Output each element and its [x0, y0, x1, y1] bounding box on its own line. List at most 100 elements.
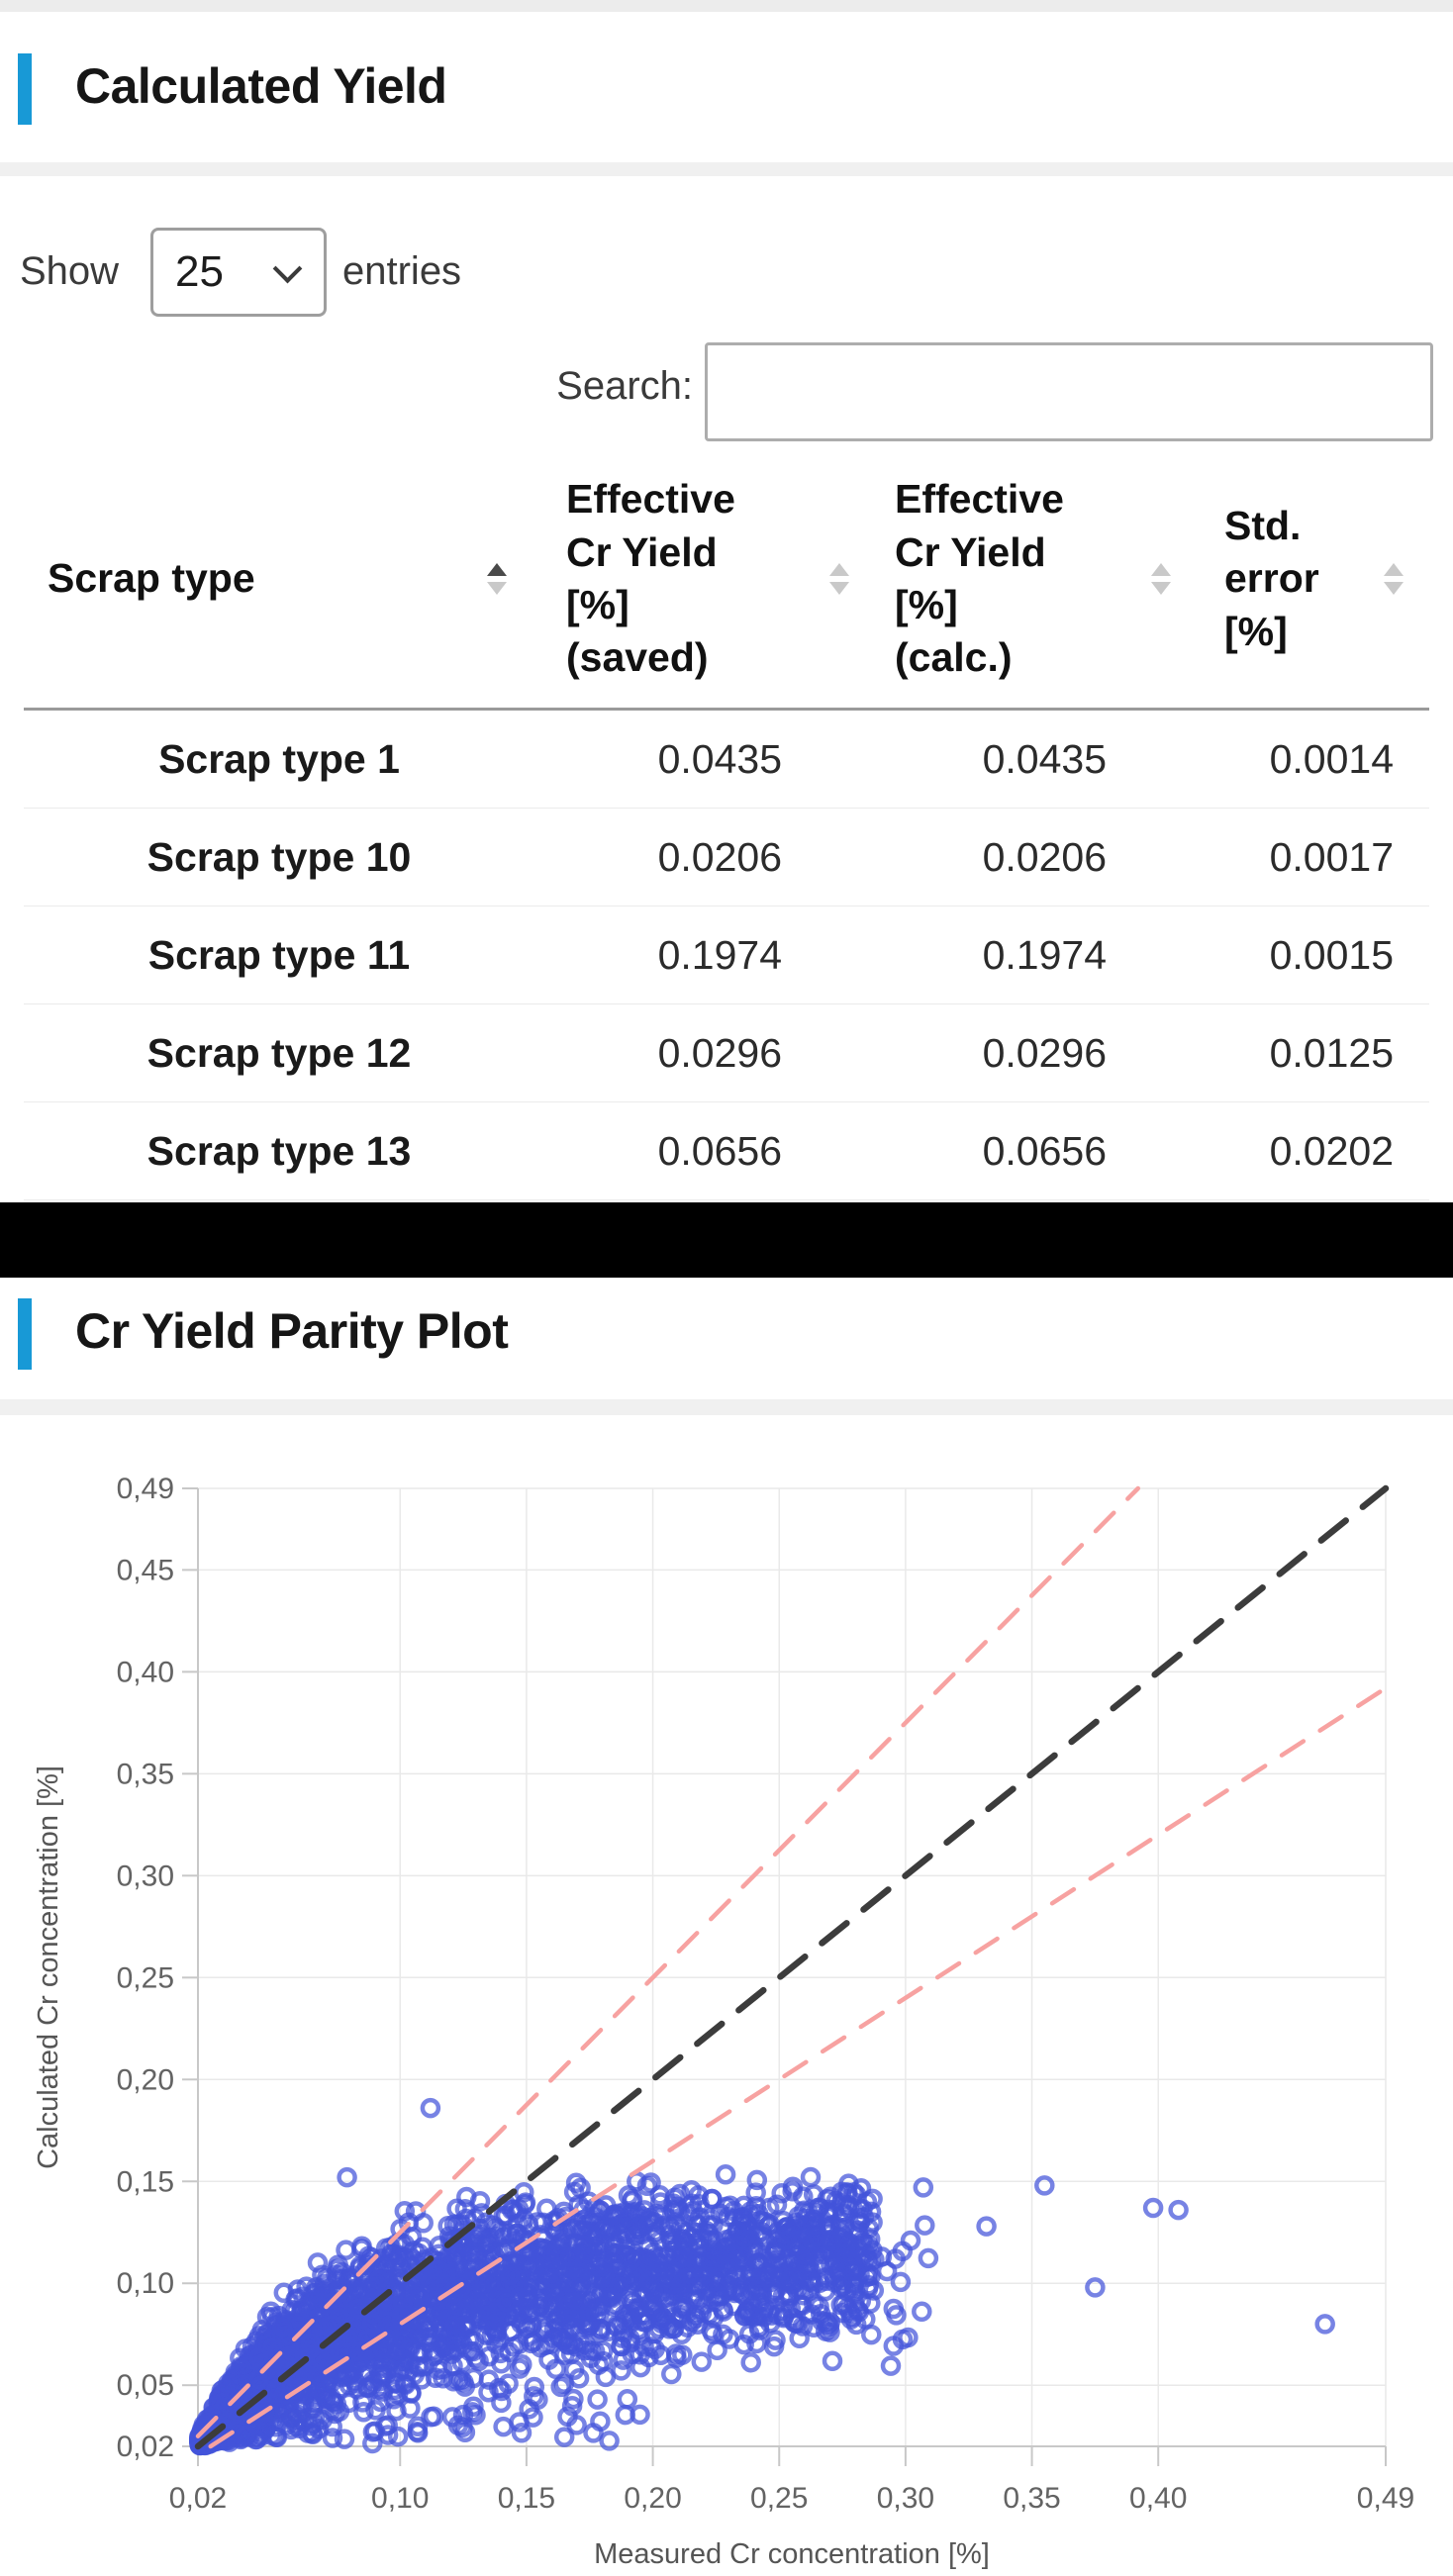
scatter-point — [745, 2182, 766, 2203]
search-input[interactable] — [705, 342, 1433, 441]
x-tick-label: 0,30 — [877, 2482, 934, 2515]
scatter-point — [685, 2308, 707, 2329]
scatter-point — [733, 2305, 755, 2327]
x-tick-label: 0,10 — [371, 2482, 429, 2515]
scatter-point — [763, 2336, 785, 2357]
y-tick-label: 0,40 — [117, 1656, 174, 1688]
scatter-point — [514, 2254, 535, 2275]
redaction-band — [0, 1202, 1453, 1278]
scatter-point — [748, 2204, 769, 2225]
y-tick-label: 0,05 — [117, 2369, 174, 2402]
scatter-point — [329, 2401, 350, 2422]
scatter-point — [883, 2298, 905, 2320]
scatter-point — [789, 2328, 810, 2349]
scatter-point — [788, 2206, 809, 2227]
scatter-point — [372, 2381, 394, 2402]
cell-yield-calc: 0.0206 — [982, 833, 1107, 880]
scatter-point — [795, 2253, 817, 2274]
scatter-point — [609, 2276, 630, 2297]
scatter-point — [535, 2322, 556, 2342]
scatter-point — [452, 2316, 474, 2337]
column-header-scrap-type[interactable]: Scrap type — [24, 552, 534, 605]
cell-yield-saved: 0.0435 — [657, 735, 782, 782]
parity-plot: 0,02 0,10 0,15 0,20 0,25 0,30 0,35 0,40 0,49 0,02… — [0, 1417, 1453, 2576]
scatter-point — [604, 2204, 626, 2226]
cell-std-error: 0.0014 — [1269, 735, 1394, 782]
y-tick-label: 0,20 — [117, 2063, 174, 2096]
scatter-point — [557, 2309, 579, 2331]
scatter-point — [1168, 2199, 1189, 2221]
scatter-point — [720, 2253, 741, 2274]
cell-yield-saved: 0.0296 — [657, 1029, 782, 1076]
scatter-point — [823, 2271, 845, 2293]
scatter-point — [521, 2333, 542, 2354]
cell-scrap-type: Scrap type 1 — [158, 735, 400, 782]
scatter-point — [565, 2336, 587, 2357]
scatter-point — [287, 2409, 308, 2431]
x-tick-label: 0,25 — [750, 2482, 808, 2515]
scatter-point — [639, 2252, 660, 2274]
scatter-point — [726, 2220, 747, 2242]
scatter-point — [466, 2227, 487, 2247]
scatter-point — [361, 2313, 383, 2334]
scatter-point — [308, 2366, 329, 2388]
scatter-point — [421, 2407, 441, 2428]
cell-scrap-type: Scrap type 10 — [146, 833, 412, 880]
scatter-point — [318, 2293, 339, 2314]
scatter-point — [481, 2256, 502, 2278]
cell-yield-calc: 0.0656 — [982, 1127, 1107, 1174]
scatter-point — [626, 2225, 646, 2245]
column-header-yield-calc[interactable]: Effective Cr Yield [%] (calc.) — [863, 473, 1185, 684]
scatter-point — [585, 2305, 607, 2327]
scatter-point — [450, 2369, 472, 2391]
scatter-point — [353, 2401, 374, 2423]
scatter-point — [898, 2327, 919, 2348]
sort-icon — [487, 562, 507, 595]
lower-band-line — [208, 1685, 1389, 2449]
scatter-point — [415, 2313, 436, 2334]
x-tick-label: 0,35 — [1003, 2482, 1060, 2515]
scatter-point — [638, 2346, 659, 2368]
scatter-point — [1314, 2314, 1335, 2335]
page-size-select[interactable]: 25 — [150, 228, 327, 317]
x-tick-label: 0,15 — [498, 2482, 555, 2515]
scatter-point — [511, 2423, 533, 2443]
table-body: Scrap type 1 0.0435 0.0435 0.0014 Scrap type… — [24, 711, 1429, 1200]
scatter-point — [553, 2427, 575, 2447]
section2-accent-bar — [18, 1298, 32, 1370]
scatter-point — [702, 2188, 723, 2210]
cell-std-error: 0.0015 — [1269, 931, 1394, 978]
scatter-point — [251, 2319, 273, 2340]
scatter-point — [890, 2271, 912, 2293]
scatter-point — [381, 2243, 402, 2265]
scatter-point — [490, 2342, 512, 2364]
scatter-point — [807, 2226, 827, 2247]
scatter-point — [235, 2425, 256, 2446]
scatter-point — [279, 2345, 300, 2367]
table-row: Scrap type 10 0.0206 0.0206 0.0017 — [24, 809, 1429, 906]
scatter-point — [553, 2373, 574, 2394]
scatter-point — [334, 2429, 355, 2449]
section2-divider — [0, 1399, 1453, 1415]
cell-yield-saved: 0.0206 — [657, 833, 782, 880]
scatter-point — [976, 2216, 997, 2237]
scatter-point — [667, 2236, 689, 2257]
scatter-point — [530, 2225, 551, 2245]
scatter-point — [606, 2216, 627, 2237]
scatter-point — [622, 2248, 643, 2269]
scatter-point — [400, 2337, 421, 2359]
column-header-std-error[interactable]: Std. error [%] — [1185, 500, 1429, 658]
column-header-yield-saved[interactable]: Effective Cr Yield [%] (saved) — [534, 473, 863, 684]
sort-icon — [829, 563, 849, 595]
cell-yield-saved: 0.1974 — [657, 931, 782, 978]
scatter-point — [885, 2248, 906, 2269]
scatter-point — [786, 2216, 807, 2237]
scatter-point — [493, 2416, 514, 2437]
scatter-point — [575, 2335, 597, 2355]
scatter-point — [510, 2265, 532, 2286]
scatter-point — [590, 2268, 612, 2290]
y-tick-label: 0,49 — [117, 1473, 174, 1505]
entries-label: entries — [342, 249, 462, 293]
cell-std-error: 0.0202 — [1269, 1127, 1394, 1174]
